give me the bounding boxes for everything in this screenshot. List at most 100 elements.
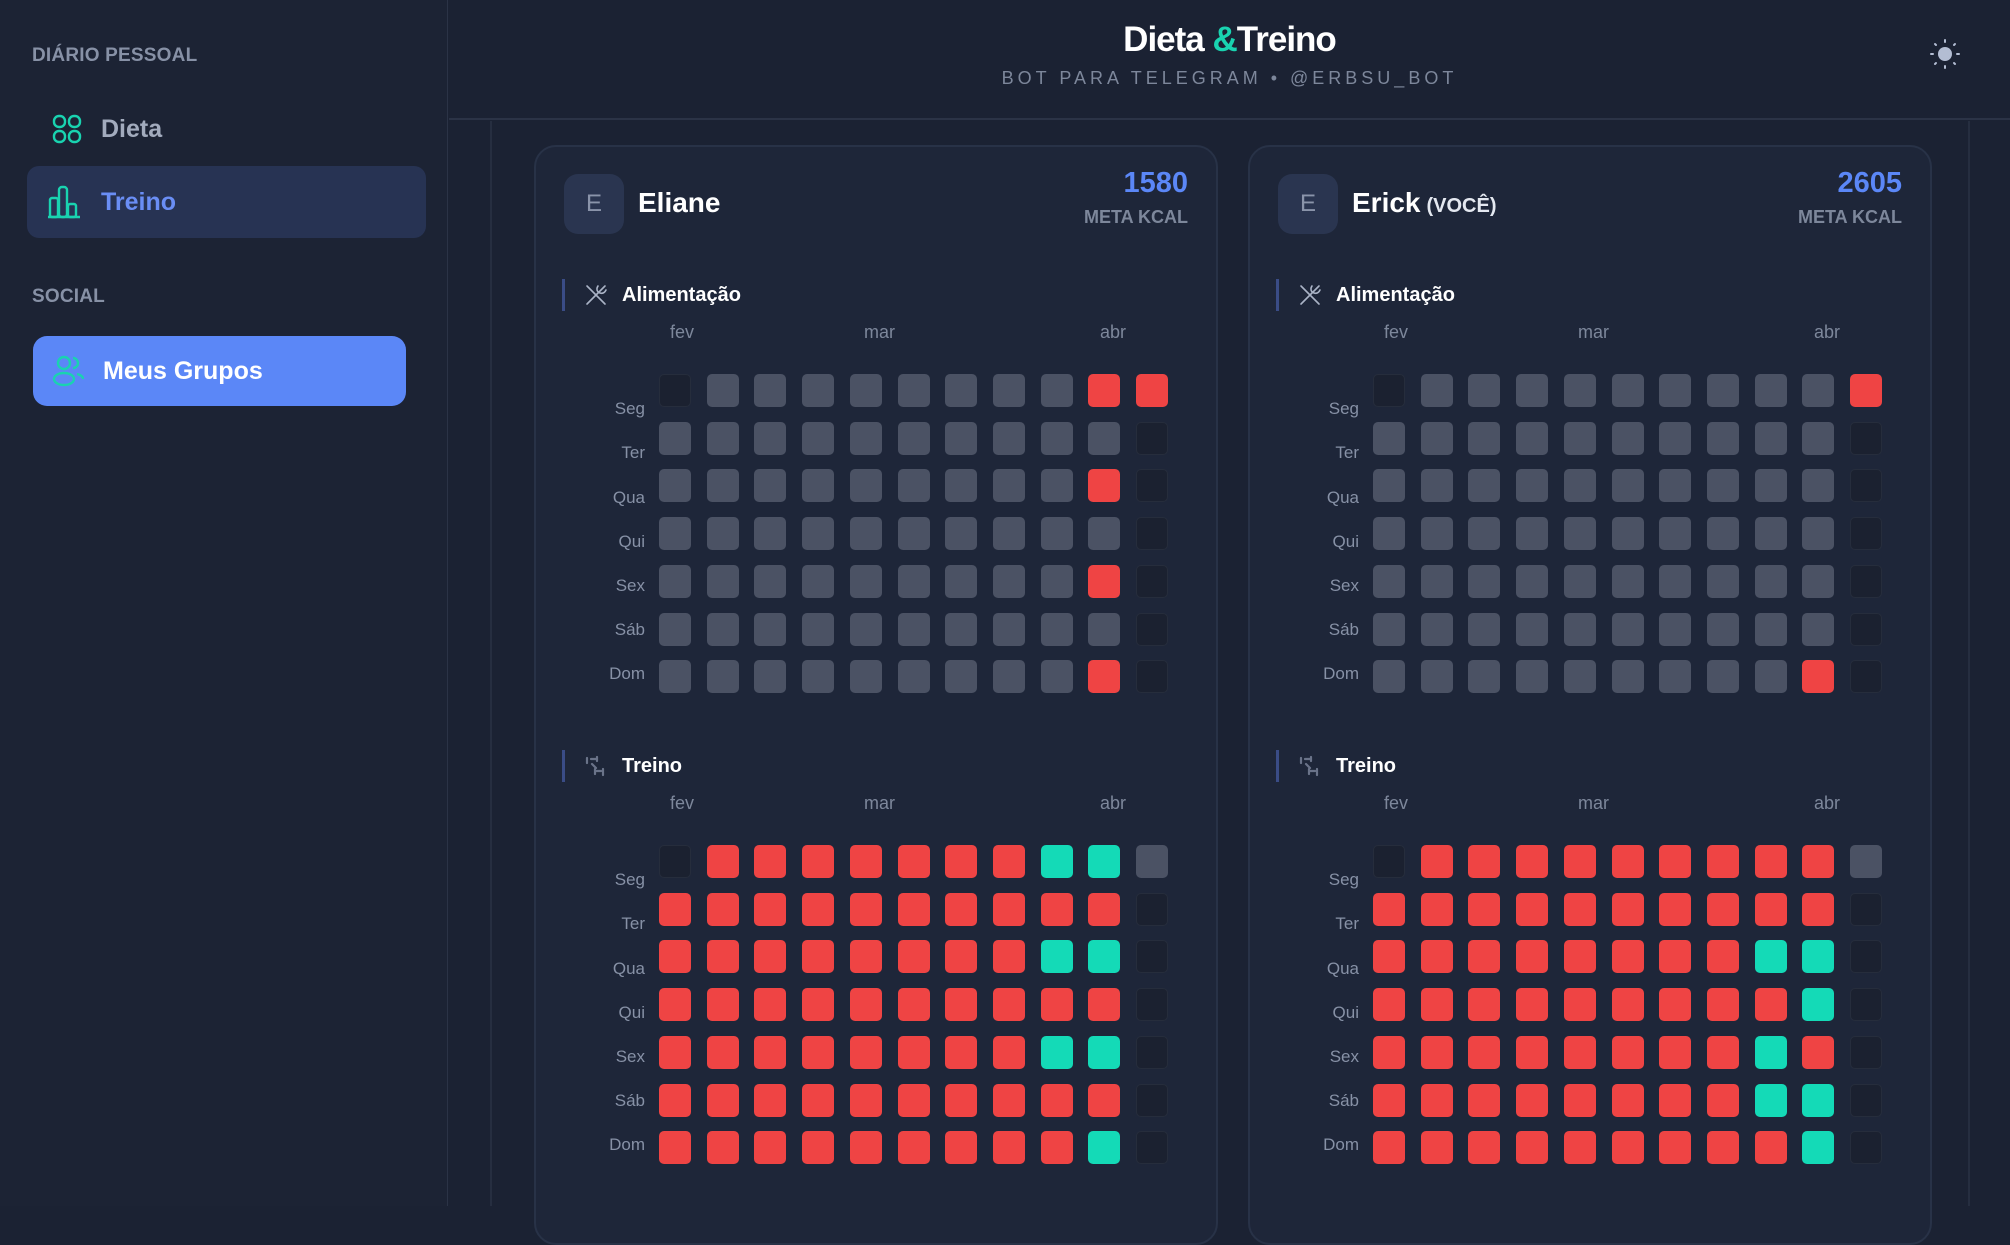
day-cell[interactable] bbox=[1754, 892, 1787, 926]
day-cell[interactable] bbox=[1373, 892, 1405, 926]
day-cell[interactable] bbox=[659, 940, 691, 974]
day-cell[interactable] bbox=[706, 988, 739, 1022]
day-cell[interactable] bbox=[802, 469, 835, 503]
day-cell[interactable] bbox=[659, 1083, 691, 1117]
day-cell[interactable] bbox=[1802, 940, 1835, 974]
day-cell[interactable] bbox=[1563, 940, 1596, 974]
day-cell[interactable] bbox=[897, 892, 930, 926]
day-cell[interactable] bbox=[802, 612, 835, 646]
day-cell[interactable] bbox=[1373, 1131, 1405, 1165]
day-cell[interactable] bbox=[1802, 1131, 1835, 1165]
day-cell[interactable] bbox=[1611, 845, 1644, 878]
day-cell[interactable] bbox=[1611, 1035, 1644, 1069]
day-cell[interactable] bbox=[754, 517, 787, 551]
day-cell[interactable] bbox=[1373, 845, 1405, 878]
day-cell[interactable] bbox=[1850, 517, 1882, 551]
day-cell[interactable] bbox=[706, 564, 739, 598]
day-cell[interactable] bbox=[706, 845, 739, 878]
day-cell[interactable] bbox=[897, 1035, 930, 1069]
day-cell[interactable] bbox=[1850, 564, 1882, 598]
day-cell[interactable] bbox=[1850, 374, 1882, 407]
day-cell[interactable] bbox=[1420, 1131, 1453, 1165]
day-cell[interactable] bbox=[897, 421, 930, 455]
day-cell[interactable] bbox=[1040, 892, 1073, 926]
day-cell[interactable] bbox=[1088, 1131, 1121, 1165]
sidebar-item-meus-grupos[interactable]: Meus Grupos bbox=[33, 336, 406, 406]
day-cell[interactable] bbox=[1659, 612, 1692, 646]
day-cell[interactable] bbox=[1373, 612, 1405, 646]
day-cell[interactable] bbox=[659, 892, 691, 926]
day-cell[interactable] bbox=[1706, 988, 1739, 1022]
day-cell[interactable] bbox=[1516, 612, 1549, 646]
day-cell[interactable] bbox=[1706, 1131, 1739, 1165]
day-cell[interactable] bbox=[1611, 564, 1644, 598]
day-cell[interactable] bbox=[1516, 1035, 1549, 1069]
day-cell[interactable] bbox=[1136, 374, 1168, 407]
day-cell[interactable] bbox=[1040, 1035, 1073, 1069]
day-cell[interactable] bbox=[1611, 374, 1644, 407]
day-cell[interactable] bbox=[1659, 374, 1692, 407]
day-cell[interactable] bbox=[1136, 469, 1168, 503]
day-cell[interactable] bbox=[1136, 1035, 1168, 1069]
day-cell[interactable] bbox=[849, 845, 882, 878]
day-cell[interactable] bbox=[897, 940, 930, 974]
day-cell[interactable] bbox=[992, 374, 1025, 407]
day-cell[interactable] bbox=[945, 469, 978, 503]
day-cell[interactable] bbox=[1850, 1083, 1882, 1117]
day-cell[interactable] bbox=[1659, 469, 1692, 503]
day-cell[interactable] bbox=[1754, 1083, 1787, 1117]
day-cell[interactable] bbox=[1136, 517, 1168, 551]
day-cell[interactable] bbox=[945, 988, 978, 1022]
day-cell[interactable] bbox=[1850, 1131, 1882, 1165]
day-cell[interactable] bbox=[1563, 845, 1596, 878]
day-cell[interactable] bbox=[659, 988, 691, 1022]
day-cell[interactable] bbox=[1136, 1083, 1168, 1117]
day-cell[interactable] bbox=[802, 1035, 835, 1069]
day-cell[interactable] bbox=[659, 564, 691, 598]
day-cell[interactable] bbox=[802, 374, 835, 407]
day-cell[interactable] bbox=[1802, 988, 1835, 1022]
day-cell[interactable] bbox=[1563, 1035, 1596, 1069]
day-cell[interactable] bbox=[802, 892, 835, 926]
day-cell[interactable] bbox=[1040, 421, 1073, 455]
day-cell[interactable] bbox=[1802, 1035, 1835, 1069]
day-cell[interactable] bbox=[1136, 1131, 1168, 1165]
day-cell[interactable] bbox=[754, 469, 787, 503]
day-cell[interactable] bbox=[1136, 564, 1168, 598]
day-cell[interactable] bbox=[754, 421, 787, 455]
day-cell[interactable] bbox=[1136, 845, 1168, 878]
day-cell[interactable] bbox=[1754, 1035, 1787, 1069]
day-cell[interactable] bbox=[992, 612, 1025, 646]
day-cell[interactable] bbox=[1040, 1083, 1073, 1117]
day-cell[interactable] bbox=[706, 374, 739, 407]
day-cell[interactable] bbox=[1611, 421, 1644, 455]
day-cell[interactable] bbox=[1468, 421, 1501, 455]
day-cell[interactable] bbox=[897, 988, 930, 1022]
day-cell[interactable] bbox=[849, 988, 882, 1022]
day-cell[interactable] bbox=[1373, 564, 1405, 598]
day-cell[interactable] bbox=[1468, 564, 1501, 598]
day-cell[interactable] bbox=[849, 892, 882, 926]
day-cell[interactable] bbox=[1088, 845, 1121, 878]
day-cell[interactable] bbox=[992, 1083, 1025, 1117]
day-cell[interactable] bbox=[1420, 1083, 1453, 1117]
day-cell[interactable] bbox=[849, 1131, 882, 1165]
day-cell[interactable] bbox=[992, 845, 1025, 878]
day-cell[interactable] bbox=[1563, 1083, 1596, 1117]
day-cell[interactable] bbox=[1659, 660, 1692, 694]
day-cell[interactable] bbox=[1516, 374, 1549, 407]
day-cell[interactable] bbox=[1563, 469, 1596, 503]
day-cell[interactable] bbox=[992, 1131, 1025, 1165]
day-cell[interactable] bbox=[849, 612, 882, 646]
day-cell[interactable] bbox=[1468, 988, 1501, 1022]
day-cell[interactable] bbox=[992, 892, 1025, 926]
day-cell[interactable] bbox=[1802, 421, 1835, 455]
day-cell[interactable] bbox=[1850, 660, 1882, 694]
day-cell[interactable] bbox=[1563, 612, 1596, 646]
day-cell[interactable] bbox=[1040, 564, 1073, 598]
day-cell[interactable] bbox=[659, 1131, 691, 1165]
day-cell[interactable] bbox=[1706, 892, 1739, 926]
day-cell[interactable] bbox=[992, 421, 1025, 455]
day-cell[interactable] bbox=[1802, 1083, 1835, 1117]
day-cell[interactable] bbox=[1754, 469, 1787, 503]
